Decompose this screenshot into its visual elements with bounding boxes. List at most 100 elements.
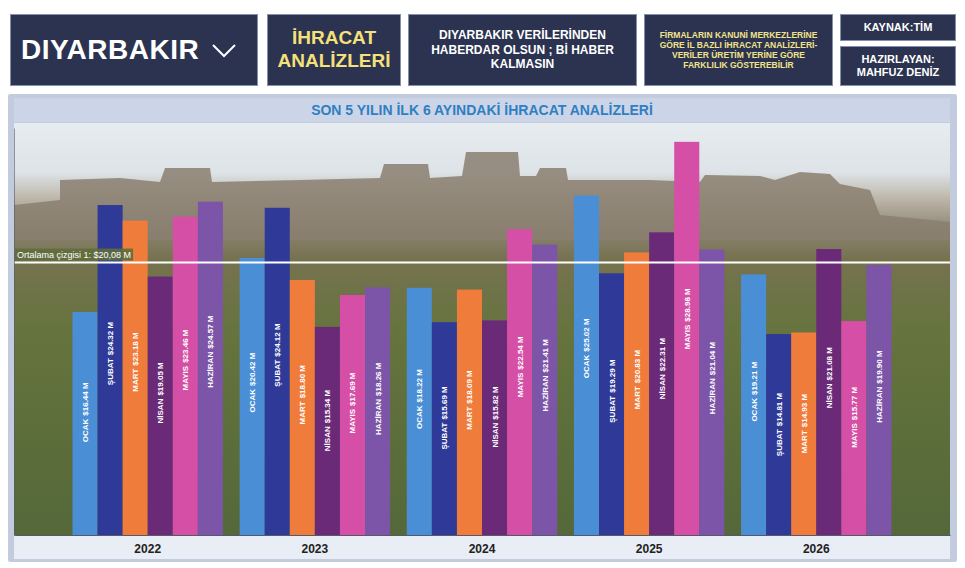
data-label-month: ŞUBAT (608, 396, 617, 423)
data-label-value: $23.46 M (181, 329, 190, 363)
data-label: ŞUBAT $15.69 M (440, 386, 449, 450)
data-label: MAYIS $23.46 M (181, 329, 190, 390)
data-label-value: $19.05 M (156, 362, 165, 396)
data-label: MAYIS$17.69 M (348, 372, 357, 433)
data-label-value: $18.09 M (465, 370, 474, 404)
bar (507, 229, 532, 535)
data-label-month: MART (633, 386, 642, 409)
data-label-value: $15.34 M (323, 390, 332, 424)
data-label-month: MART (800, 430, 809, 453)
data-label-value: $20.42 M (248, 352, 257, 386)
header-title: İHRACAT ANALİZLERİ (274, 27, 394, 73)
data-label: MAYIS$28.98 M (683, 288, 692, 349)
bar-series (148, 232, 842, 535)
data-label: OCAK$16.44 M (81, 382, 90, 442)
bar (532, 245, 557, 535)
data-label-value: $15.77 M (850, 387, 859, 421)
header-note-box: FİRMALARIN KANUNİ MERKEZLERİNE GÖRE İL B… (644, 14, 833, 86)
data-label-month: HAZİRAN (875, 386, 884, 422)
data-label: HAZİRAN$24.57 M (206, 315, 215, 388)
data-label-month: HAZİRAN (708, 378, 717, 414)
data-label-value: $21.08 M (825, 347, 834, 381)
chart-panel (8, 94, 957, 562)
data-label-value: $22.54 M (516, 336, 525, 370)
data-label: HAZİRAN$21.41 M (541, 339, 550, 412)
chevron-icon (213, 45, 235, 56)
bar (841, 321, 866, 535)
average-label-group: Ortalama çizgisi 1: $20,08 M (15, 249, 133, 261)
data-label-month: NİSAN (156, 398, 165, 423)
data-label-month: NİSAN (658, 374, 667, 399)
header-city-box: DIYARBAKIR (10, 14, 258, 86)
data-label-value: $17.69 M (348, 372, 357, 406)
bar (457, 290, 482, 535)
data-label-value: $15.69 M (440, 386, 449, 420)
data-label: OCAK$25.02 M (582, 318, 591, 378)
data-label-month: MART (131, 369, 140, 392)
data-label: HAZİRAN$21.04 M (708, 341, 717, 414)
data-label: MART$18.80 M (298, 365, 307, 425)
data-label-month: ŞUBAT (106, 358, 115, 385)
bar (766, 334, 791, 535)
data-label-value: $20.83 M (633, 350, 642, 384)
data-label: NİSAN $19.05 M (156, 362, 165, 424)
data-label-month: OCAK (81, 419, 90, 443)
header-city: DIYARBAKIR (21, 33, 199, 67)
bar (340, 295, 365, 535)
data-label-month: MAYIS (850, 423, 859, 448)
bar (432, 322, 457, 535)
bar (148, 277, 173, 535)
bar (699, 250, 724, 535)
header-title-box: İHRACAT ANALİZLERİ (267, 14, 401, 86)
data-label-value: $14.93 M (800, 394, 809, 428)
x-tick: 2026 (803, 542, 830, 556)
bar (574, 196, 599, 535)
data-label-value: $24.12 M (273, 323, 282, 357)
data-label-value: $28.98 M (683, 288, 692, 322)
bar (791, 332, 816, 535)
bar (674, 142, 699, 535)
data-label: NİSAN$22.31 M (658, 338, 667, 400)
data-label: MART $14.93 M (800, 394, 809, 454)
data-label-value: $21.41 M (541, 339, 550, 373)
data-label: ŞUBAT$24.12 M (273, 323, 282, 387)
bar (816, 249, 841, 535)
x-axis-band (14, 535, 950, 559)
bar (240, 258, 265, 535)
bar (866, 265, 891, 535)
bar (407, 288, 432, 535)
bars (14, 142, 950, 535)
data-label-month: MAYIS (181, 365, 190, 390)
data-label-value: $24.32 M (106, 322, 115, 356)
data-label: OCAK$20.42 M (248, 352, 257, 412)
data-label-month: ŞUBAT (775, 429, 784, 456)
header-author-box: HAZIRLAYAN: MAHFUZ DENİZ (840, 46, 956, 86)
x-tick: 2023 (302, 542, 329, 556)
bar (315, 327, 340, 535)
bar (290, 280, 315, 535)
data-label-month: NİSAN (825, 383, 834, 408)
data-label-value: $19.29 M (608, 359, 617, 393)
background-fortress (14, 152, 950, 240)
data-label: MART$23.18 M (131, 332, 140, 392)
bar-series (173, 142, 867, 535)
x-tick-label: 2023 (302, 542, 329, 556)
data-label-month: HAZİRAN (206, 352, 215, 388)
data-label: HAZİRAN$18.26 M (374, 362, 383, 435)
x-axis-line (15, 535, 951, 536)
data-label-month: ŞUBAT (440, 423, 449, 450)
data-label: OCAK$19.21 M (750, 361, 759, 421)
bar (599, 273, 624, 535)
bar (649, 232, 674, 535)
data-label-value: $14.81 M (775, 392, 784, 426)
header-slogan: DIYARBAKIR VERİLERİNDEN HABERDAR OLSUN ;… (415, 28, 630, 71)
data-label: MAYIS $15.77 M (850, 387, 859, 448)
header-note: FİRMALARIN KANUNİ MERKEZLERİNE GÖRE İL B… (651, 30, 826, 71)
bar (741, 274, 766, 535)
data-label-month: HAZİRAN (374, 399, 383, 435)
bar (265, 208, 290, 535)
x-tick-label: 2024 (469, 542, 496, 556)
data-label-month: OCAK (582, 354, 591, 378)
data-label: MART$18.09 M (465, 370, 474, 430)
x-axis: 20222023202420252026 (15, 536, 951, 556)
